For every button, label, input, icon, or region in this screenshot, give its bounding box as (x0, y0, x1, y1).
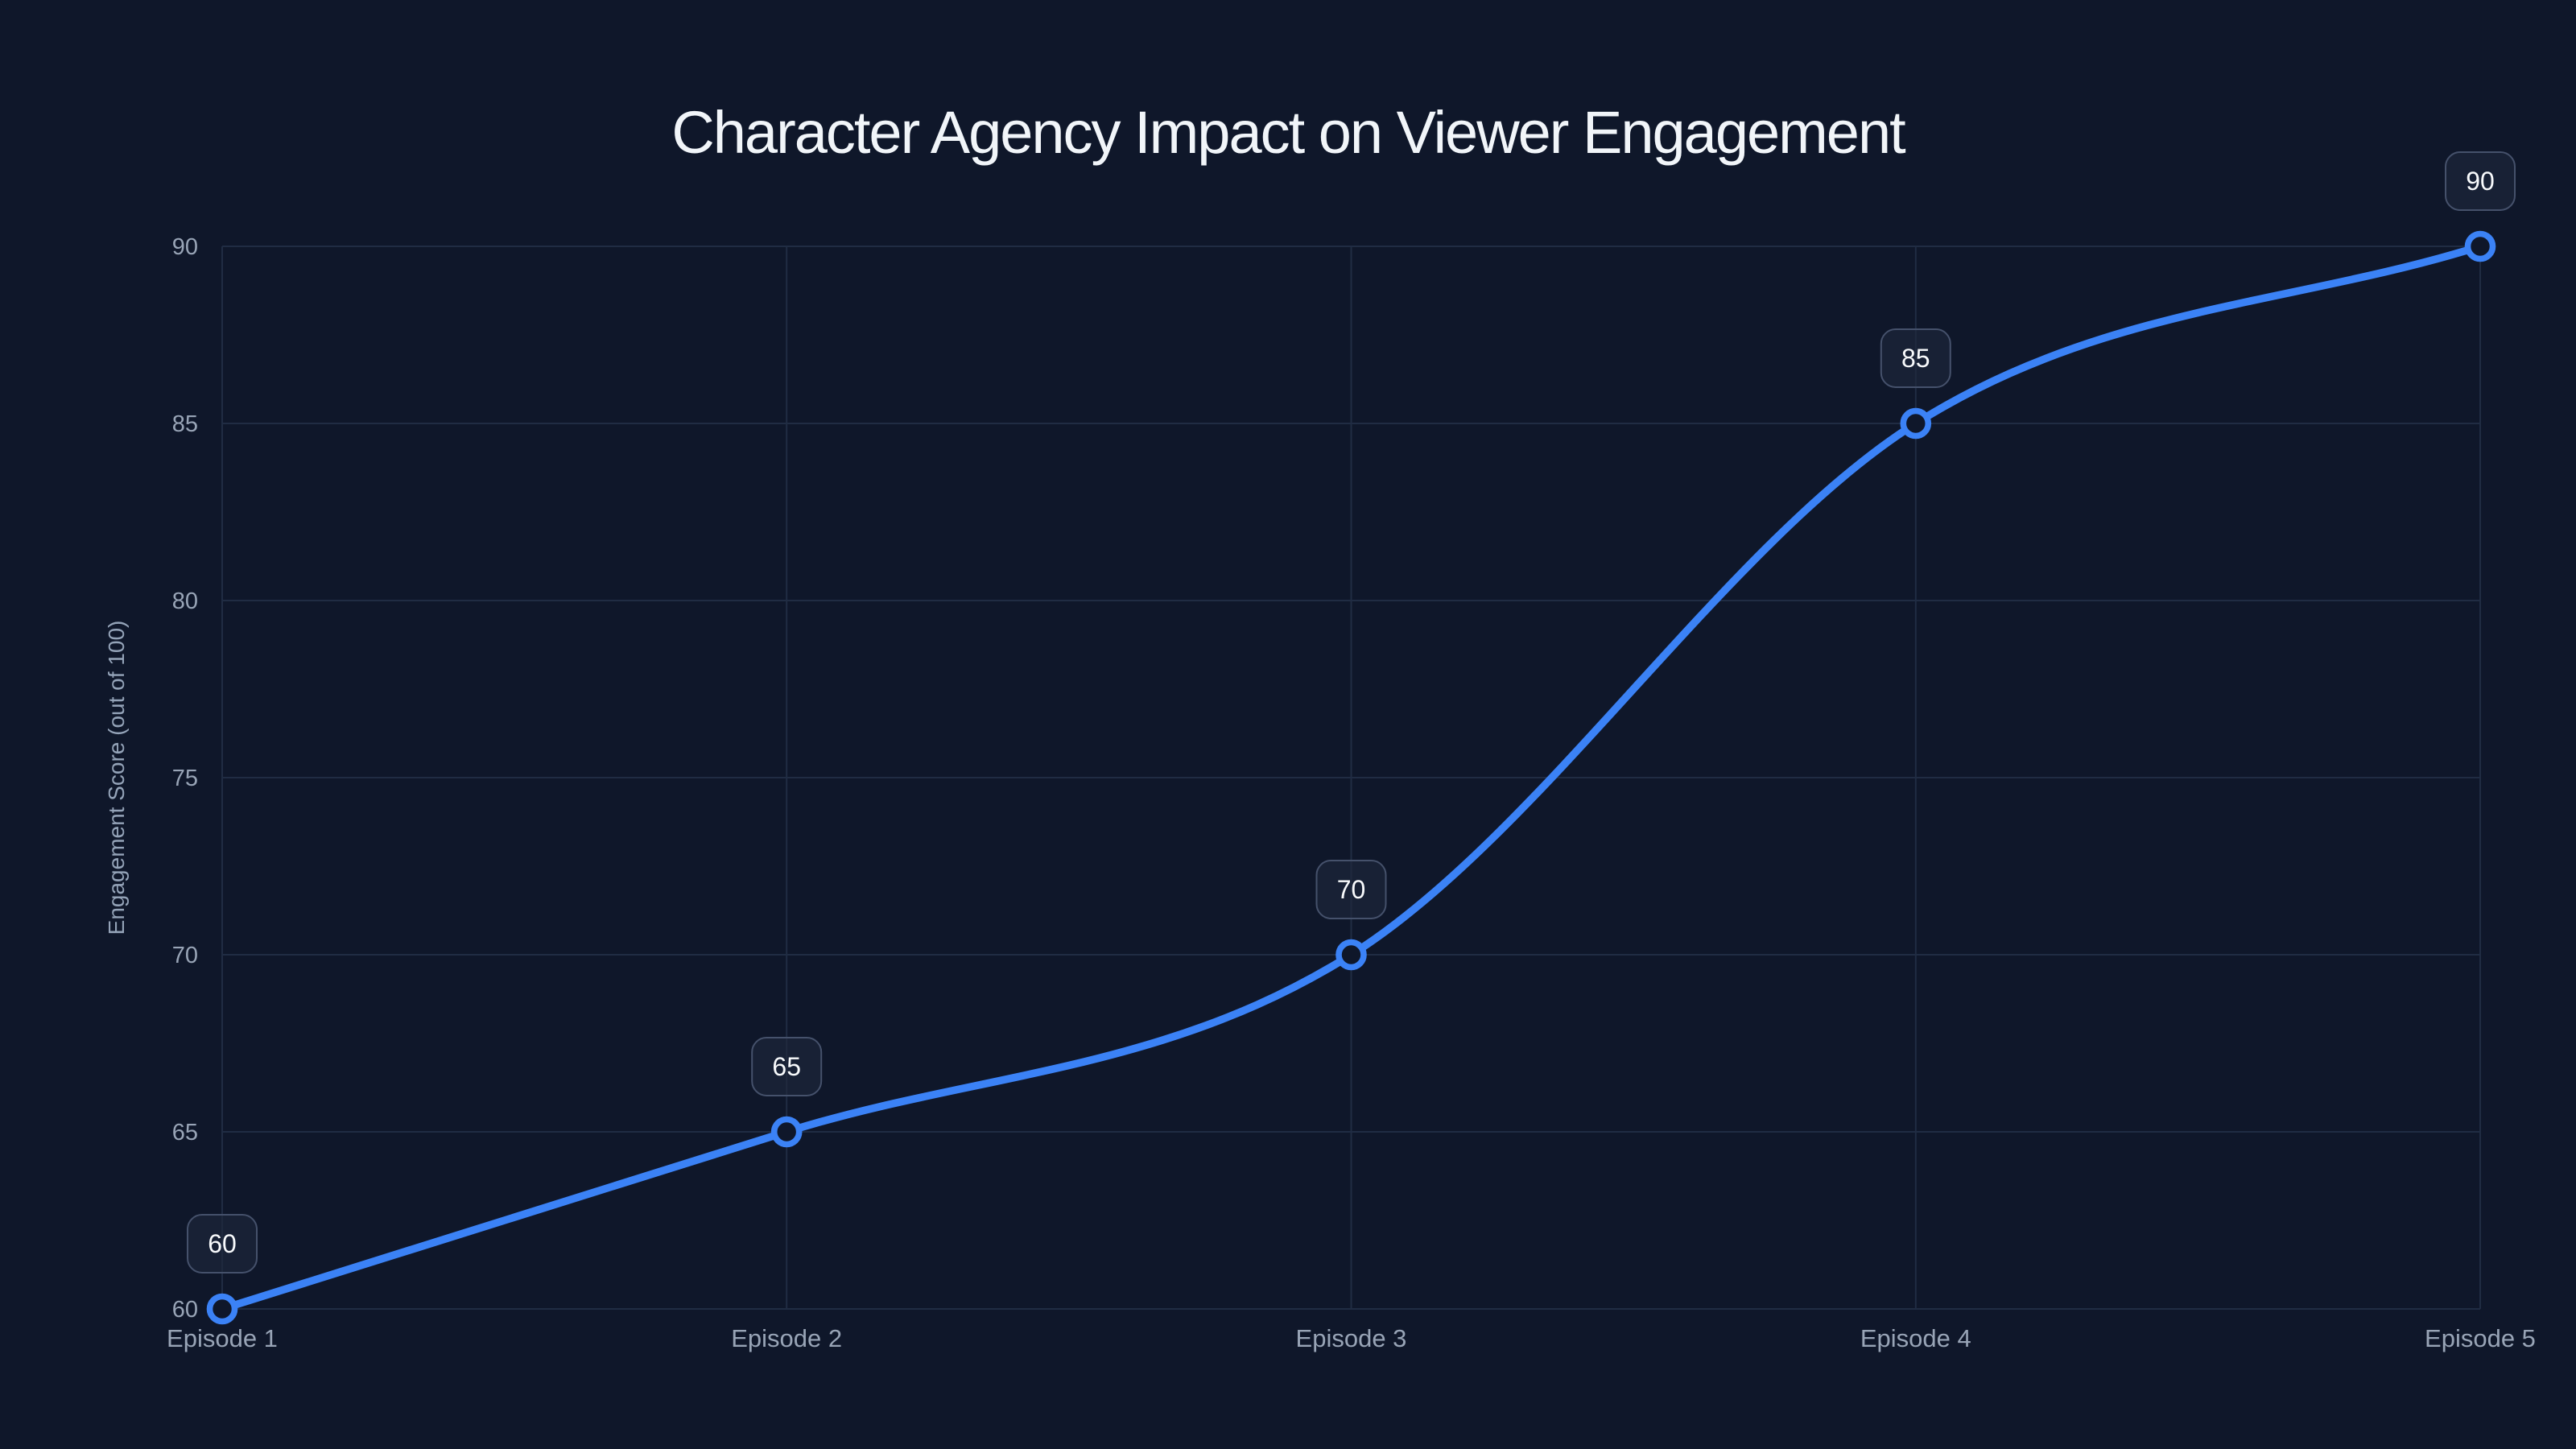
svg-text:Episode 2: Episode 2 (731, 1324, 842, 1352)
svg-text:70: 70 (1337, 875, 1366, 904)
svg-text:70: 70 (172, 943, 198, 968)
svg-text:Episode 5: Episode 5 (2425, 1324, 2536, 1352)
svg-text:65: 65 (772, 1052, 801, 1081)
svg-text:90: 90 (172, 234, 198, 260)
svg-text:85: 85 (1901, 344, 1930, 373)
svg-text:Engagement Score (out of 100): Engagement Score (out of 100) (104, 621, 129, 935)
svg-text:60: 60 (172, 1297, 198, 1323)
svg-text:Character Agency Impact on Vie: Character Agency Impact on Viewer Engage… (671, 99, 1906, 166)
svg-text:Episode 1: Episode 1 (167, 1324, 278, 1352)
svg-text:Episode 3: Episode 3 (1296, 1324, 1407, 1352)
svg-text:60: 60 (208, 1229, 237, 1258)
svg-text:75: 75 (172, 766, 198, 791)
svg-text:65: 65 (172, 1120, 198, 1146)
svg-text:Episode 4: Episode 4 (1860, 1324, 1971, 1352)
svg-text:90: 90 (2466, 167, 2495, 196)
svg-text:85: 85 (172, 411, 198, 437)
svg-text:80: 80 (172, 588, 198, 614)
